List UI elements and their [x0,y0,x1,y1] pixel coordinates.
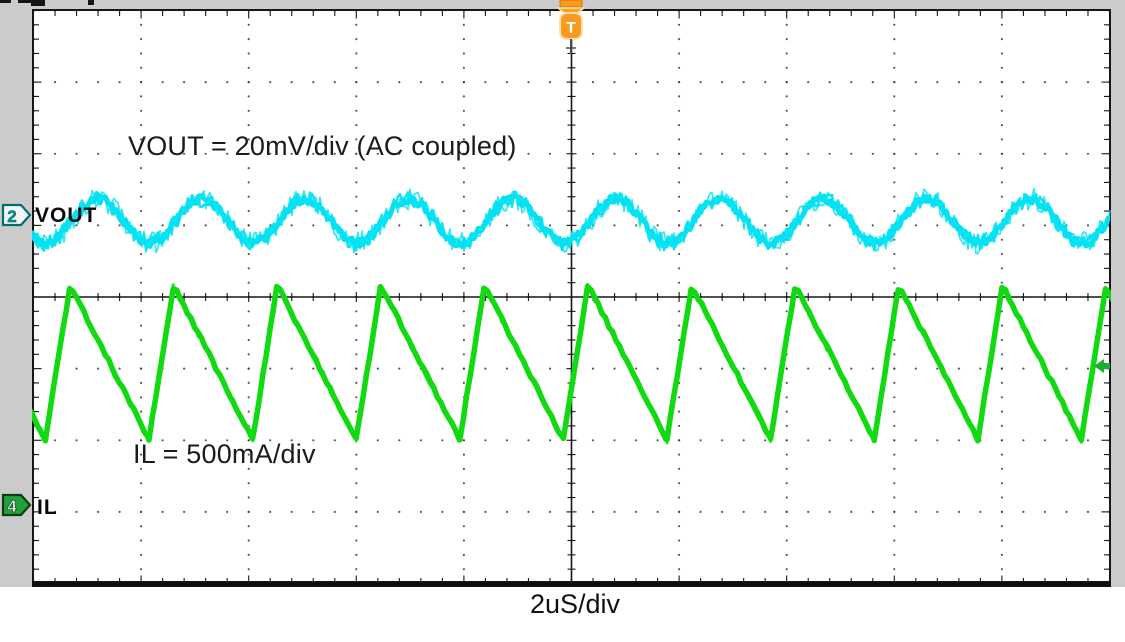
bottom-strip: 2uS/div [0,587,1125,642]
vout-trace [32,187,1111,255]
edge-notch [88,0,94,5]
channel4-marker[interactable]: 4 [1,492,32,518]
channel2-marker[interactable]: 2 [1,202,32,228]
trigger-position-marker[interactable]: T [554,0,588,56]
edge-dash-1 [0,0,11,3]
channel4-number: 4 [7,497,17,516]
edge-dash-2 [18,0,32,3]
il-scale-annotation: IL = 500mA/div [133,439,316,469]
il-trace [32,283,1111,445]
channel2-number: 2 [7,207,16,226]
trigger-flag-letter: T [566,20,576,37]
waveform-display: VOUT = 20mV/div (AC coupled) IL = 500mA/… [32,9,1111,587]
edge-dash-3 [31,0,45,6]
vout-scale-annotation: VOUT = 20mV/div (AC coupled) [128,131,517,161]
channel2-trace-label: VOUT [35,204,98,227]
timebase-label: 2uS/div [529,589,621,619]
trigger-level-marker[interactable] [1094,359,1110,373]
channel4-trace-label: IL [37,496,58,519]
waveform-traces [32,187,1111,445]
